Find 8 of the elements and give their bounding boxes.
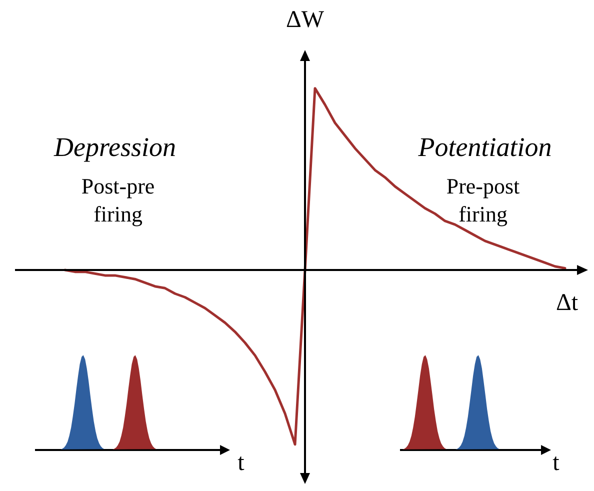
annotation: Pre-post firing — [446, 174, 520, 226]
text: t — [552, 450, 560, 476]
x-axis-title: Δt — [556, 290, 578, 316]
annotation: Depression — [53, 132, 176, 162]
annotation: Post-pre firing — [81, 174, 155, 226]
annotation: Potentiation — [417, 132, 552, 162]
y-axis-title: ΔW — [286, 7, 324, 33]
text: t — [238, 450, 245, 476]
